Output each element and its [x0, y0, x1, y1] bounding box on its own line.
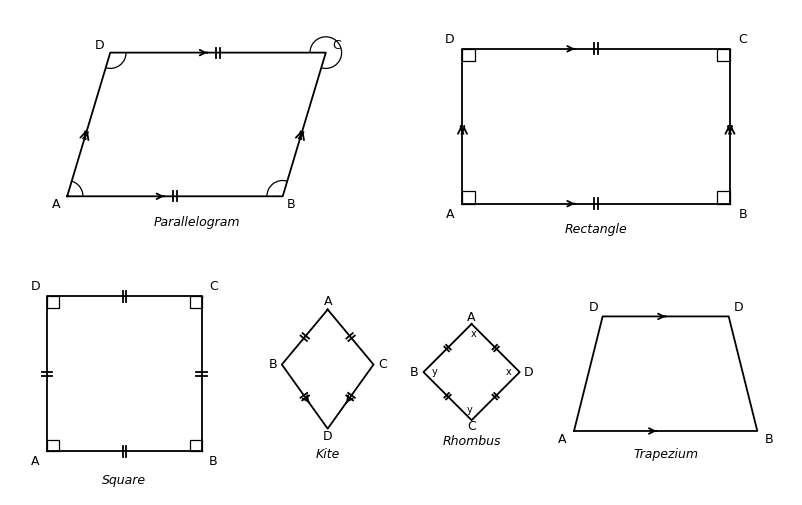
- Text: x: x: [470, 329, 476, 339]
- Text: y: y: [467, 405, 473, 415]
- Text: B: B: [287, 198, 296, 212]
- Text: D: D: [589, 301, 599, 314]
- Text: Rhombus: Rhombus: [443, 435, 500, 447]
- Text: Parallelogram: Parallelogram: [153, 217, 240, 229]
- Text: A: A: [468, 311, 476, 324]
- Text: C: C: [332, 39, 341, 52]
- Text: A: A: [52, 198, 61, 212]
- Text: A: A: [558, 433, 567, 446]
- Text: Square: Square: [103, 474, 147, 487]
- Text: Trapezium: Trapezium: [633, 448, 699, 461]
- Text: x: x: [505, 367, 512, 377]
- Text: D: D: [524, 366, 533, 379]
- Text: A: A: [323, 295, 332, 308]
- Text: C: C: [209, 280, 218, 293]
- Text: D: D: [734, 301, 743, 314]
- Text: B: B: [269, 358, 277, 371]
- Text: B: B: [739, 208, 747, 221]
- Text: B: B: [410, 366, 419, 379]
- Text: C: C: [379, 358, 387, 371]
- Text: C: C: [739, 33, 747, 46]
- Text: Rectangle: Rectangle: [565, 223, 628, 236]
- Text: y: y: [431, 367, 438, 377]
- Text: D: D: [95, 39, 104, 52]
- Text: A: A: [31, 456, 39, 469]
- Text: B: B: [209, 456, 218, 469]
- Text: D: D: [323, 430, 333, 443]
- Text: A: A: [446, 208, 454, 221]
- Text: B: B: [764, 433, 773, 446]
- Text: Kite: Kite: [315, 448, 340, 461]
- Text: D: D: [30, 280, 40, 293]
- Text: D: D: [445, 33, 455, 46]
- Text: C: C: [468, 420, 476, 433]
